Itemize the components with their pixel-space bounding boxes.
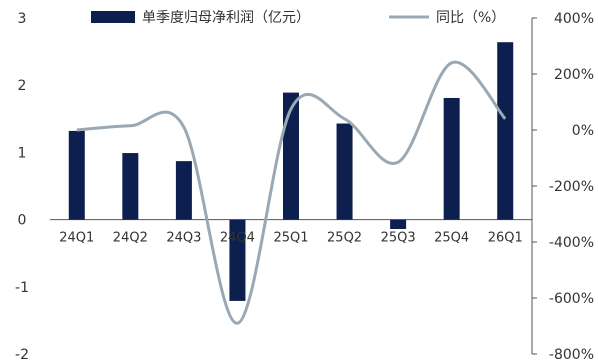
left-tick-label: 3 bbox=[18, 11, 27, 27]
left-tick-label: 0 bbox=[18, 213, 27, 229]
right-tick-label: 400% bbox=[554, 11, 594, 27]
category-labels: 24Q1 24Q2 24Q3 24Q4 25Q1 25Q2 25Q3 25Q4 26Q1 bbox=[59, 231, 522, 246]
category-label: 24Q3 bbox=[166, 231, 201, 246]
category-label: 25Q1 bbox=[273, 231, 308, 246]
right-tick-label: -800% bbox=[549, 347, 594, 363]
right-tick-label: 200% bbox=[554, 67, 594, 83]
right-tick-label: -200% bbox=[549, 179, 594, 195]
bar bbox=[283, 92, 299, 220]
bar bbox=[390, 219, 407, 230]
left-tick-label: 1 bbox=[18, 145, 27, 161]
category-label: 25Q3 bbox=[381, 231, 416, 246]
left-tick-label: 2 bbox=[18, 78, 27, 94]
bar bbox=[68, 130, 85, 220]
category-label: 25Q2 bbox=[327, 231, 362, 246]
legend-bar-label: 单季度归母净利润（亿元） bbox=[142, 9, 310, 26]
bar bbox=[443, 97, 460, 220]
bar bbox=[122, 153, 139, 220]
category-label: 24Q4 bbox=[220, 231, 255, 246]
left-tick-label: -1 bbox=[15, 280, 29, 296]
left-tick-label: -2 bbox=[15, 347, 29, 363]
bar bbox=[175, 161, 192, 220]
bar bbox=[336, 123, 353, 220]
right-tick-label: -400% bbox=[549, 235, 594, 251]
category-label: 24Q1 bbox=[59, 231, 94, 246]
category-label: 25Q4 bbox=[434, 231, 469, 246]
bar-series bbox=[68, 42, 514, 301]
yoy-line bbox=[76, 60, 507, 325]
right-tick-label: 0% bbox=[572, 123, 594, 139]
legend-line-label: 同比（%） bbox=[436, 10, 505, 26]
bar bbox=[229, 219, 246, 301]
right-tick-label: -600% bbox=[549, 291, 594, 307]
bar bbox=[497, 42, 514, 220]
legend: 单季度归母净利润（亿元） 同比（%） bbox=[91, 9, 505, 26]
category-label: 24Q2 bbox=[113, 231, 148, 246]
legend-bar-swatch bbox=[91, 11, 135, 23]
line-series bbox=[76, 60, 507, 325]
category-label: 26Q1 bbox=[488, 231, 523, 246]
